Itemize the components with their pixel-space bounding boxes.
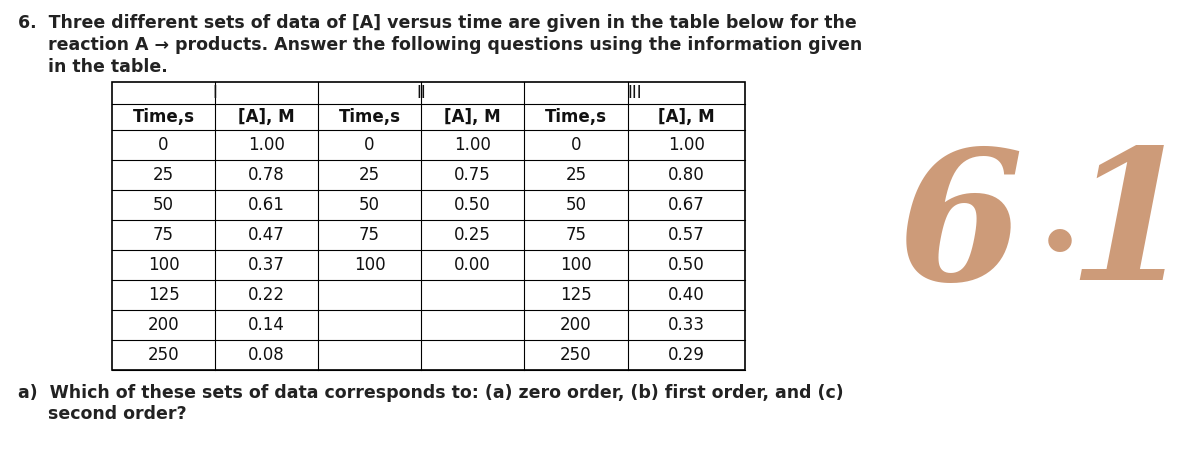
Text: Time,s: Time,s	[338, 108, 401, 126]
Text: 0.75: 0.75	[454, 166, 491, 184]
Text: reaction A → products. Answer the following questions using the information give: reaction A → products. Answer the follow…	[18, 36, 863, 54]
Text: III: III	[628, 84, 642, 102]
Text: in the table.: in the table.	[18, 58, 168, 76]
Text: 50: 50	[359, 196, 380, 214]
Text: 75: 75	[565, 226, 587, 244]
Text: 1.00: 1.00	[248, 136, 284, 154]
Text: 0.29: 0.29	[668, 346, 704, 364]
Text: 0.47: 0.47	[248, 226, 284, 244]
Text: 0.25: 0.25	[454, 226, 491, 244]
Text: 25: 25	[359, 166, 380, 184]
Text: 100: 100	[560, 256, 592, 274]
Text: 1.00: 1.00	[668, 136, 704, 154]
Text: 50: 50	[565, 196, 587, 214]
Text: 0.14: 0.14	[248, 316, 284, 334]
Text: 0.61: 0.61	[248, 196, 284, 214]
Text: 250: 250	[148, 346, 179, 364]
Text: 0.80: 0.80	[668, 166, 704, 184]
Text: 50: 50	[154, 196, 174, 214]
Text: 0: 0	[158, 136, 169, 154]
Text: 0.22: 0.22	[248, 286, 286, 304]
Text: 200: 200	[148, 316, 179, 334]
Text: 0.37: 0.37	[248, 256, 284, 274]
Text: I: I	[212, 84, 217, 102]
Text: a)  Which of these sets of data corresponds to: (a) zero order, (b) first order,: a) Which of these sets of data correspon…	[18, 384, 844, 423]
Text: 1.00: 1.00	[454, 136, 491, 154]
Text: 0.33: 0.33	[668, 316, 706, 334]
Text: 0.00: 0.00	[454, 256, 491, 274]
Text: [A], M: [A], M	[658, 108, 715, 126]
Bar	[112, 82, 745, 370]
Text: 75: 75	[154, 226, 174, 244]
Text: 0.40: 0.40	[668, 286, 704, 304]
Text: 200: 200	[560, 316, 592, 334]
Text: 6: 6	[898, 142, 1022, 318]
Text: 0.57: 0.57	[668, 226, 704, 244]
Text: 75: 75	[359, 226, 380, 244]
Text: 25: 25	[565, 166, 587, 184]
Text: Time,s: Time,s	[132, 108, 194, 126]
Text: 250: 250	[560, 346, 592, 364]
Text: 100: 100	[148, 256, 179, 274]
Text: 0.78: 0.78	[248, 166, 284, 184]
Text: 0: 0	[571, 136, 581, 154]
Text: Time,s: Time,s	[545, 108, 607, 126]
Text: 1: 1	[1067, 142, 1193, 318]
Text: 0.67: 0.67	[668, 196, 704, 214]
Text: 125: 125	[560, 286, 592, 304]
Text: 0.50: 0.50	[454, 196, 491, 214]
Text: [A], M: [A], M	[444, 108, 500, 126]
Text: 0: 0	[365, 136, 374, 154]
Text: ·: ·	[1038, 189, 1082, 310]
Text: 25: 25	[152, 166, 174, 184]
Text: 100: 100	[354, 256, 385, 274]
Text: II: II	[416, 84, 426, 102]
Text: [A], M: [A], M	[238, 108, 295, 126]
Text: 0.08: 0.08	[248, 346, 284, 364]
Text: 125: 125	[148, 286, 179, 304]
Text: 0.50: 0.50	[668, 256, 704, 274]
Text: 6.  Three different sets of data of [A] versus time are given in the table below: 6. Three different sets of data of [A] v…	[18, 14, 857, 32]
